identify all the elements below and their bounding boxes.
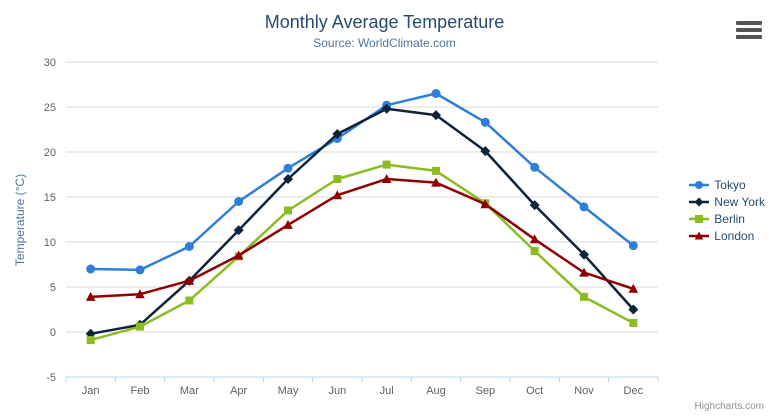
legend-label: London <box>714 228 755 243</box>
legend-item-tokyo[interactable]: Tokyo <box>689 176 765 193</box>
legend: Tokyo New York Berlin London <box>689 176 765 244</box>
chart-subtitle: Source: WorldClimate.com <box>313 36 456 50</box>
data-point-tokyo[interactable] <box>530 162 540 172</box>
data-point-london[interactable] <box>283 219 293 229</box>
x-axis-label: Oct <box>526 385 543 397</box>
y-axis-label: 0 <box>50 327 56 339</box>
data-point-tokyo[interactable] <box>480 117 490 127</box>
legend-label: New York <box>714 194 765 209</box>
data-point-tokyo[interactable] <box>234 197 244 206</box>
data-point-london[interactable] <box>332 190 343 200</box>
data-point-berlin[interactable] <box>86 336 95 345</box>
legend-item-london[interactable]: London <box>689 227 765 244</box>
y-axis-label: 20 <box>44 147 56 159</box>
x-axis-label: Nov <box>574 385 594 397</box>
data-point-new-york[interactable] <box>431 110 441 121</box>
data-point-new-york[interactable] <box>283 174 293 184</box>
series-line-berlin <box>90 163 634 342</box>
data-point-new-york[interactable] <box>233 225 244 236</box>
data-point-berlin[interactable] <box>382 160 391 169</box>
data-point-london[interactable] <box>135 289 145 299</box>
export-menu-button[interactable] <box>736 21 762 39</box>
legend-label: Tokyo <box>714 177 746 192</box>
data-point-new-york[interactable] <box>332 129 343 139</box>
hamburger-icon <box>736 28 762 32</box>
data-point-london[interactable] <box>85 291 96 301</box>
series-line-london <box>90 177 634 299</box>
data-point-new-york[interactable] <box>480 146 491 157</box>
triangle-marker-icon <box>689 231 710 239</box>
y-axis-label: 10 <box>44 237 56 249</box>
data-point-tokyo[interactable] <box>184 242 194 251</box>
data-point-new-york[interactable] <box>381 103 392 114</box>
data-point-tokyo[interactable] <box>86 264 96 274</box>
circle-marker-icon <box>689 180 710 189</box>
legend-label: Berlin <box>714 211 745 226</box>
data-point-berlin[interactable] <box>580 292 588 301</box>
x-axis-label: Jun <box>328 385 346 397</box>
data-point-london[interactable] <box>184 275 195 285</box>
y-axis-label: 15 <box>44 192 56 204</box>
data-point-berlin[interactable] <box>432 166 440 175</box>
data-point-tokyo[interactable] <box>283 163 293 173</box>
data-point-berlin[interactable] <box>333 175 342 183</box>
data-point-tokyo[interactable] <box>579 202 589 212</box>
series-line-tokyo <box>90 92 635 272</box>
x-axis-label: Jan <box>82 385 100 397</box>
x-axis-label: Sep <box>476 385 496 397</box>
x-axis-label: Feb <box>131 385 150 397</box>
data-point-new-york[interactable] <box>579 249 589 260</box>
hamburger-icon <box>736 35 762 39</box>
x-axis-label: Dec <box>624 385 644 397</box>
data-point-berlin[interactable] <box>185 296 194 305</box>
square-marker-icon <box>689 214 710 223</box>
legend-item-new-york[interactable]: New York <box>689 193 765 210</box>
data-point-tokyo[interactable] <box>135 265 145 275</box>
hamburger-icon <box>736 21 762 25</box>
series-line-new-york <box>90 107 635 336</box>
data-point-berlin[interactable] <box>136 322 144 331</box>
data-point-london[interactable] <box>480 199 491 209</box>
data-point-london[interactable] <box>529 234 540 244</box>
data-point-london[interactable] <box>628 283 639 293</box>
credits-link[interactable]: Highcharts.com <box>694 401 764 412</box>
legend-item-berlin[interactable]: Berlin <box>689 210 765 227</box>
data-point-berlin[interactable] <box>629 319 638 327</box>
data-point-tokyo[interactable] <box>628 241 638 251</box>
y-axis-label: 5 <box>50 282 56 294</box>
diamond-marker-icon <box>689 197 710 206</box>
y-axis-label: -5 <box>46 372 56 384</box>
data-point-london[interactable] <box>233 250 244 260</box>
x-axis-label: Jul <box>380 385 394 397</box>
y-axis-label: 30 <box>44 57 56 69</box>
data-point-new-york[interactable] <box>628 304 639 315</box>
data-point-berlin[interactable] <box>284 206 292 215</box>
data-point-london[interactable] <box>431 177 441 187</box>
x-axis-label: Mar <box>180 385 199 397</box>
data-point-london[interactable] <box>381 174 392 183</box>
data-point-berlin[interactable] <box>530 247 539 255</box>
x-axis-label: Aug <box>426 385 446 397</box>
data-point-tokyo[interactable] <box>431 89 441 98</box>
x-axis-label: May <box>278 385 299 397</box>
chart-title: Monthly Average Temperature <box>264 12 505 32</box>
y-axis-label: 25 <box>44 102 56 114</box>
x-axis-label: Apr <box>230 385 247 397</box>
data-point-new-york[interactable] <box>529 200 540 211</box>
data-point-london[interactable] <box>579 267 589 277</box>
